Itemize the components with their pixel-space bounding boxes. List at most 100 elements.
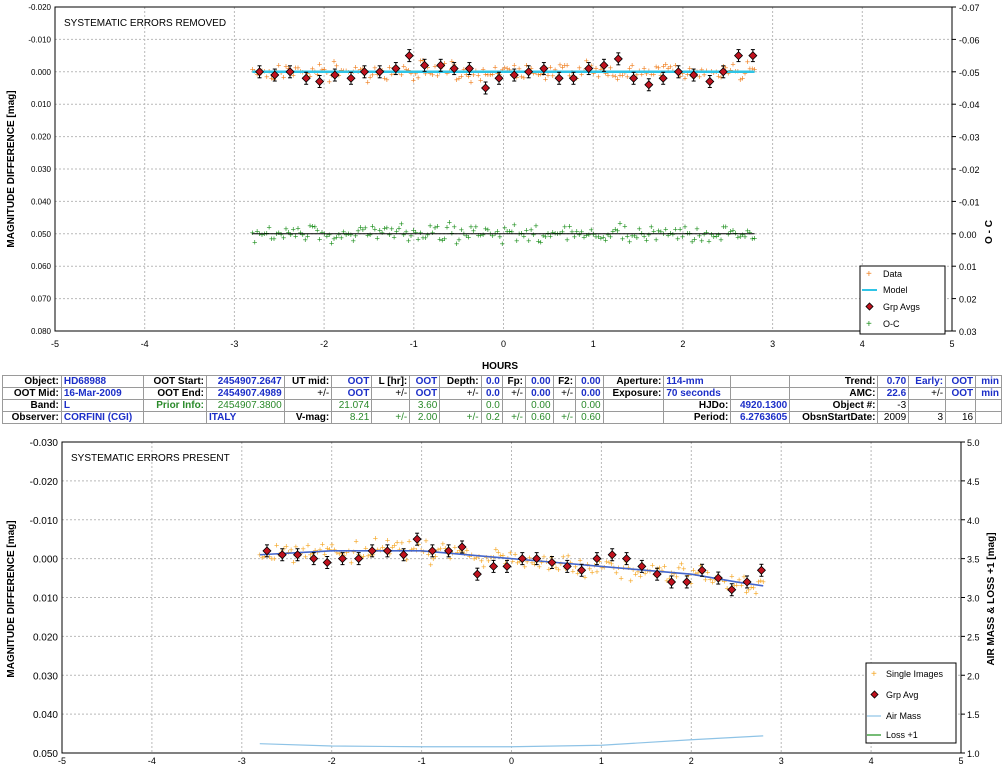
data-point: +: [468, 77, 473, 87]
info-cell: V-mag:: [283, 411, 333, 424]
info-cell: 0.0: [480, 399, 503, 412]
oc-point: +: [634, 233, 639, 243]
info-cell: ObsnStartDate:: [789, 411, 879, 424]
single-image-point: +: [556, 565, 561, 575]
oc-point: +: [420, 233, 425, 243]
oc-point: +: [625, 231, 630, 241]
info-cell: +/-: [371, 411, 411, 424]
oc-point: +: [341, 227, 346, 237]
single-image-point: +: [618, 573, 623, 583]
oc-point: +: [358, 223, 363, 233]
grp-avg-point: [346, 73, 356, 83]
data-point: +: [685, 70, 690, 80]
x-tick-label: 5: [949, 339, 954, 349]
data-point: +: [615, 75, 620, 85]
single-image-point: +: [539, 557, 544, 567]
data-point: +: [728, 65, 733, 75]
single-image-point: +: [597, 557, 602, 567]
data-point: +: [678, 71, 683, 81]
top-legend-data: Data: [883, 269, 902, 279]
oc-point: +: [440, 235, 445, 245]
single-image-point: +: [667, 574, 672, 584]
data-point: +: [622, 68, 627, 78]
grp-avg-point: [399, 550, 409, 560]
oc-point: +: [738, 232, 743, 242]
data-point: +: [250, 64, 255, 74]
single-image-point: +: [587, 564, 592, 574]
oc-point: +: [584, 231, 589, 241]
grp-avg-point: [577, 565, 587, 575]
single-image-point: +: [712, 575, 717, 585]
oc-point: +: [317, 234, 322, 244]
single-image-point: +: [710, 578, 715, 588]
oc-point: +: [288, 230, 293, 240]
y-tick-label: 0.070: [31, 295, 52, 304]
data-point: +: [629, 61, 634, 71]
info-cell: 0.00: [575, 375, 604, 388]
single-image-point: +: [334, 548, 339, 558]
data-point: +: [519, 72, 524, 82]
data-point: +: [596, 72, 601, 82]
x-tick-label: 1: [591, 339, 596, 349]
data-point: +: [279, 68, 284, 78]
single-image-point: +: [399, 538, 404, 548]
oc-point: +: [430, 228, 435, 238]
oc-point: +: [745, 226, 750, 236]
data-point: +: [507, 65, 512, 75]
top-legend-grp: Grp Avgs: [883, 302, 920, 312]
data-point: +: [591, 69, 596, 79]
grp-avg-point: [436, 60, 446, 70]
oc-point: +: [711, 232, 716, 242]
grp-avg-point: [568, 73, 578, 83]
oc-point: +: [406, 236, 411, 246]
single-image-point: +: [633, 569, 638, 579]
oc-point: +: [735, 232, 740, 242]
oc-point: +: [613, 225, 618, 235]
oc-point: +: [596, 232, 601, 242]
y-tick-label: 0.050: [33, 749, 58, 760]
single-image-point: +: [313, 546, 318, 556]
data-point: +: [399, 70, 404, 80]
grp-avg-point: [705, 76, 715, 87]
single-image-point: +: [310, 549, 315, 559]
single-image-point: +: [525, 557, 530, 567]
oc-point: +: [699, 236, 704, 246]
y-tick-label: 0.030: [33, 671, 58, 682]
single-image-point: +: [657, 563, 662, 573]
oc-point: +: [574, 226, 579, 236]
single-image-point: +: [635, 567, 640, 577]
data-point: +: [697, 72, 702, 82]
grp-avg-point: [270, 70, 280, 80]
data-point: +: [560, 63, 565, 73]
oc-point: +: [649, 222, 654, 232]
oc-point: +: [250, 228, 255, 238]
top-y-axis-label: MAGNITUDE DIFFERENCE [mag]: [6, 90, 17, 247]
oc-point: +: [466, 232, 471, 242]
oc-point: +: [459, 225, 464, 235]
x-tick-label: -5: [51, 339, 59, 349]
y2-tick-label: 2.5: [967, 632, 980, 642]
top-legend-oc-marker: +: [866, 319, 872, 330]
info-cell: Exposure:: [602, 387, 665, 400]
oc-point: +: [404, 227, 409, 237]
data-point: +: [488, 70, 493, 80]
top-chart: SYSTEMATIC ERRORS REMOVED -0.020-0.0100.…: [6, 3, 995, 372]
info-cell: Fp:: [501, 375, 527, 388]
data-point: +: [370, 70, 375, 80]
info-cell: Trend:: [789, 375, 879, 388]
oc-point: +: [750, 234, 755, 244]
bottom-legend-box: [865, 662, 957, 744]
grp-avg-point: [718, 67, 728, 77]
oc-point: +: [550, 228, 555, 238]
data-point: +: [529, 63, 534, 73]
single-image-point: +: [260, 553, 265, 563]
oc-point: +: [752, 234, 757, 244]
data-point: +: [584, 56, 589, 66]
oc-point: +: [452, 222, 457, 232]
single-image-point: +: [288, 545, 293, 555]
oc-point: +: [507, 227, 512, 237]
data-point: +: [387, 62, 392, 72]
oc-point: +: [514, 236, 519, 246]
y2-tick-label: 0.02: [959, 295, 977, 305]
y-tick-label: -0.030: [30, 438, 59, 449]
